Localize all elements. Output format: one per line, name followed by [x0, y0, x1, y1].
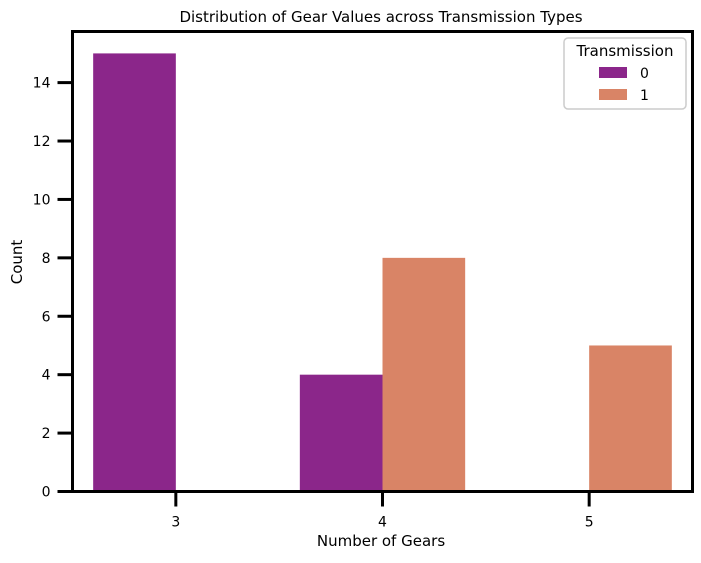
x-axis: 3 4 5: [171, 491, 594, 531]
legend-swatch-1: [599, 89, 627, 100]
y-tick-label: 4: [42, 368, 51, 384]
x-tick-label: 5: [585, 515, 594, 531]
legend-label-1: 1: [640, 88, 649, 104]
x-tick-label: 4: [378, 515, 387, 531]
y-tick-label: 8: [42, 251, 51, 267]
x-axis-label: Number of Gears: [317, 532, 445, 550]
y-tick-label: 10: [33, 192, 51, 208]
chart-title: Distribution of Gear Values across Trans…: [179, 8, 582, 26]
bar-series-1-4: [382, 257, 466, 492]
y-tick-label: 14: [33, 76, 51, 92]
bars-layer: [93, 53, 672, 492]
bar-series-0-3: [93, 53, 176, 492]
legend-title: Transmission: [576, 42, 674, 60]
y-axis-label: Count: [8, 240, 26, 285]
plot-frame: [71, 30, 694, 493]
x-tick-label: 3: [171, 515, 180, 531]
y-tick-label: 12: [33, 134, 51, 150]
legend-swatch-0: [599, 67, 627, 78]
bar-series-0-4: [299, 374, 383, 492]
y-axis: 0 2 4 6 8 10 12 14: [33, 76, 73, 501]
y-tick-label: 0: [42, 485, 51, 501]
bar-series-1-5: [589, 345, 672, 492]
legend-label-0: 0: [640, 66, 649, 82]
y-tick-label: 6: [42, 309, 51, 325]
y-tick-label: 2: [42, 426, 51, 442]
legend: Transmission 0 1: [563, 37, 687, 110]
